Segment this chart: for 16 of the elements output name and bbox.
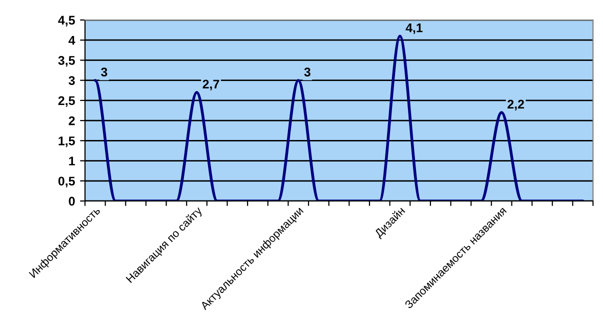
line-series [94, 34, 584, 201]
y-tick-label: 1 [69, 156, 75, 166]
y-tick-label: 2,5 [58, 96, 75, 107]
y-tick-label: 3 [68, 76, 75, 86]
data-label: 4,1 [406, 24, 423, 34]
data-label: 2,7 [202, 80, 220, 90]
y-tick-label: 0 [68, 196, 75, 206]
y-tick-label: 3,5 [58, 56, 75, 67]
y-tick-label: 2 [68, 116, 75, 126]
data-label: 3 [304, 68, 310, 76]
data-label: 3 [101, 68, 108, 76]
y-tick-label: 4 [68, 36, 76, 45]
y-tick-label: 0,5 [58, 176, 75, 188]
y-tick-label: 4,5 [58, 16, 75, 26]
data-label: 2,2 [508, 100, 524, 110]
y-tick-label: 1,5 [58, 136, 75, 148]
